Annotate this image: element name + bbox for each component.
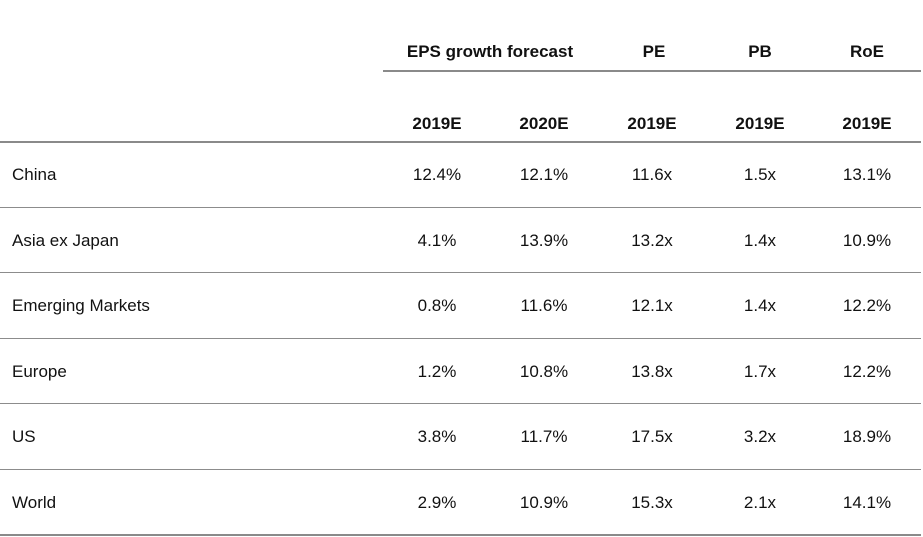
cell-pb-2019: 1.4x [743,296,777,315]
header-year-eps-2019: 2019E [412,114,462,133]
cell-eps-2020: 13.9% [519,231,569,250]
cell-pb-2019: 1.4x [743,231,777,250]
cell-roe-2019: 18.9% [842,427,892,446]
row-region-label: World [12,493,57,512]
cell-eps-2020: 10.9% [519,493,569,512]
cell-eps-2019: 12.4% [412,165,462,184]
cell-eps-2019: 1.2% [417,362,457,381]
cell-eps-2019: 2.9% [417,493,457,512]
cell-roe-2019: 14.1% [842,493,892,512]
row-divider [0,272,921,273]
row-region-label: China [12,165,57,184]
header-year-roe-2019: 2019E [842,114,892,133]
row-divider [0,338,921,339]
header-eps-growth-forecast: EPS growth forecast [406,42,574,61]
header-group-divider [383,70,921,72]
row-divider [0,469,921,470]
cell-pe-2019: 17.5x [631,427,673,446]
cell-roe-2019: 13.1% [842,165,892,184]
header-pb: PB [748,42,772,61]
header-year-pb-2019: 2019E [735,114,785,133]
cell-pb-2019: 1.5x [743,165,777,184]
header-pe: PE [642,42,666,61]
cell-eps-2019: 0.8% [417,296,457,315]
cell-pe-2019: 15.3x [631,493,673,512]
cell-pb-2019: 3.2x [743,427,777,446]
cell-pb-2019: 1.7x [743,362,777,381]
cell-roe-2019: 12.2% [842,362,892,381]
row-region-label: Asia ex Japan [12,231,119,250]
header-divider [0,141,921,143]
cell-eps-2020: 12.1% [519,165,569,184]
header-year-pe-2019: 2019E [627,114,677,133]
header-roe: RoE [850,42,884,61]
row-divider [0,403,921,404]
cell-roe-2019: 10.9% [842,231,892,250]
cell-pe-2019: 13.8x [631,362,673,381]
header-year-eps-2020: 2020E [519,114,569,133]
cell-roe-2019: 12.2% [842,296,892,315]
row-region-label: Europe [12,362,67,381]
cell-eps-2019: 4.1% [417,231,457,250]
row-divider [0,207,921,208]
row-region-label: US [12,427,36,446]
cell-eps-2020: 11.6% [520,296,568,315]
cell-eps-2020: 10.8% [519,362,569,381]
cell-eps-2019: 3.8% [417,427,457,446]
cell-pb-2019: 2.1x [743,493,777,512]
cell-eps-2020: 11.7% [520,427,568,446]
cell-pe-2019: 12.1x [631,296,673,315]
cell-pe-2019: 11.6x [631,165,673,184]
cell-pe-2019: 13.2x [631,231,673,250]
row-region-label: Emerging Markets [12,296,150,315]
table-bottom-border [0,534,921,536]
